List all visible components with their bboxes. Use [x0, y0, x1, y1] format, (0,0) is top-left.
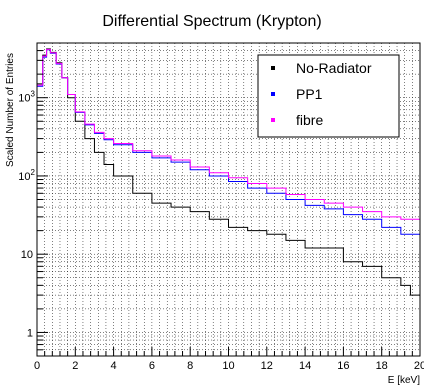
y-tick-label: 1: [27, 327, 33, 339]
x-tick-label: 2: [72, 360, 78, 372]
y-axis: 1 10 102 103: [18, 42, 48, 357]
x-axis-label: E [keV]: [388, 375, 420, 386]
x-tick-label: 8: [187, 360, 193, 372]
x-tick-label: 10: [222, 360, 234, 372]
x-tick-label: 18: [376, 360, 388, 372]
legend-marker: [271, 66, 275, 70]
x-tick-label: 0: [34, 360, 40, 372]
legend-label: PP1: [296, 86, 323, 102]
y-tick-label: 10: [21, 249, 33, 261]
chart-title: Differential Spectrum (Krypton): [102, 13, 321, 30]
legend-box: [257, 54, 400, 138]
legend-marker: [271, 92, 275, 96]
legend: No-Radiator PP1 fibre: [257, 54, 400, 138]
y-tick-label: 103: [18, 90, 35, 105]
y-axis-label: Scaled Number of Entries: [5, 53, 16, 167]
legend-label: fibre: [296, 112, 323, 128]
x-tick-label: 4: [111, 360, 117, 372]
x-tick-label: 6: [149, 360, 155, 372]
x-axis: 0 2 4 6 8 10 12 14 16 18 20: [34, 347, 424, 372]
x-tick-label: 14: [299, 360, 311, 372]
y-tick-label: 102: [18, 168, 35, 183]
legend-marker: [271, 118, 275, 122]
legend-label: No-Radiator: [296, 60, 372, 76]
x-tick-label: 16: [337, 360, 349, 372]
series-line-no-radiator: [37, 48, 421, 319]
x-tick-label: 20: [414, 360, 424, 372]
series-line-fibre: [37, 48, 421, 228]
series-line-pp1: [37, 49, 421, 248]
x-tick-label: 12: [261, 360, 273, 372]
